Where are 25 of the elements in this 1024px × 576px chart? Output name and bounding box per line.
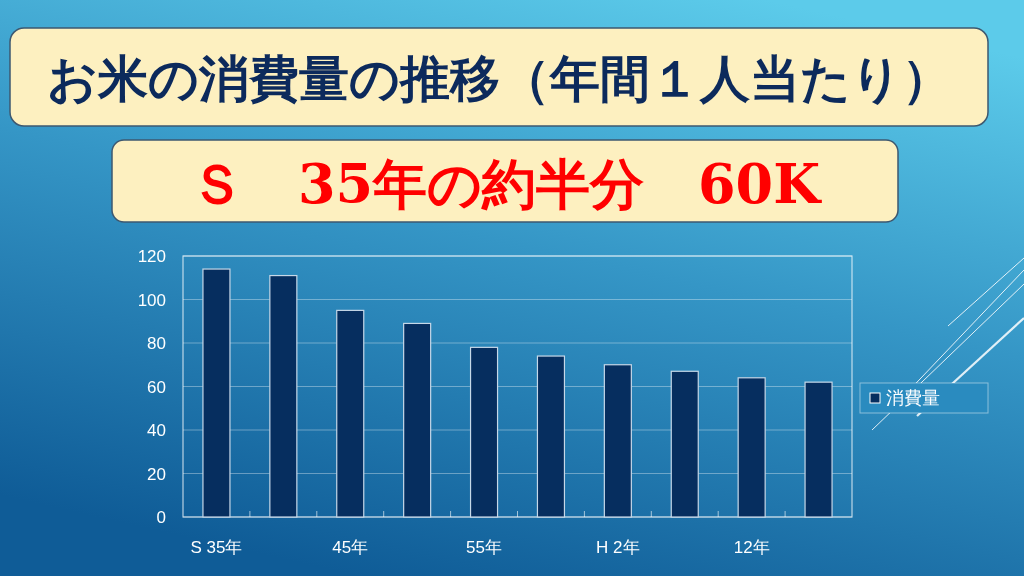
x-tick-label: 12年	[733, 538, 770, 557]
x-tick-label: H 2年	[596, 538, 640, 557]
chart-title: お米の消費量の推移（年間１人当たり）	[46, 49, 952, 108]
y-tick-label: 80	[147, 334, 166, 353]
bar	[469, 346, 499, 518]
y-tick-label: 40	[147, 421, 166, 440]
x-tick-label: 55年	[466, 538, 503, 557]
bar	[804, 381, 833, 518]
bar	[202, 268, 231, 518]
y-tick-label: 100	[137, 290, 166, 310]
bar	[536, 355, 566, 518]
bar	[403, 322, 432, 518]
y-tick-label: 0	[156, 508, 166, 527]
bar	[336, 309, 365, 518]
y-tick-label: 120	[137, 247, 166, 266]
y-tick-label: 60	[147, 377, 166, 397]
x-tick-label: S 35年	[190, 538, 243, 557]
bar	[269, 274, 298, 518]
chart-subtitle: Ｓ 35年の約半分 60K	[189, 152, 823, 216]
y-tick-label: 20	[147, 464, 166, 484]
bar	[603, 364, 632, 518]
legend: 消費量	[859, 382, 989, 414]
x-tick-label: 45年	[332, 538, 369, 557]
bar	[737, 377, 766, 518]
bar	[670, 370, 699, 518]
